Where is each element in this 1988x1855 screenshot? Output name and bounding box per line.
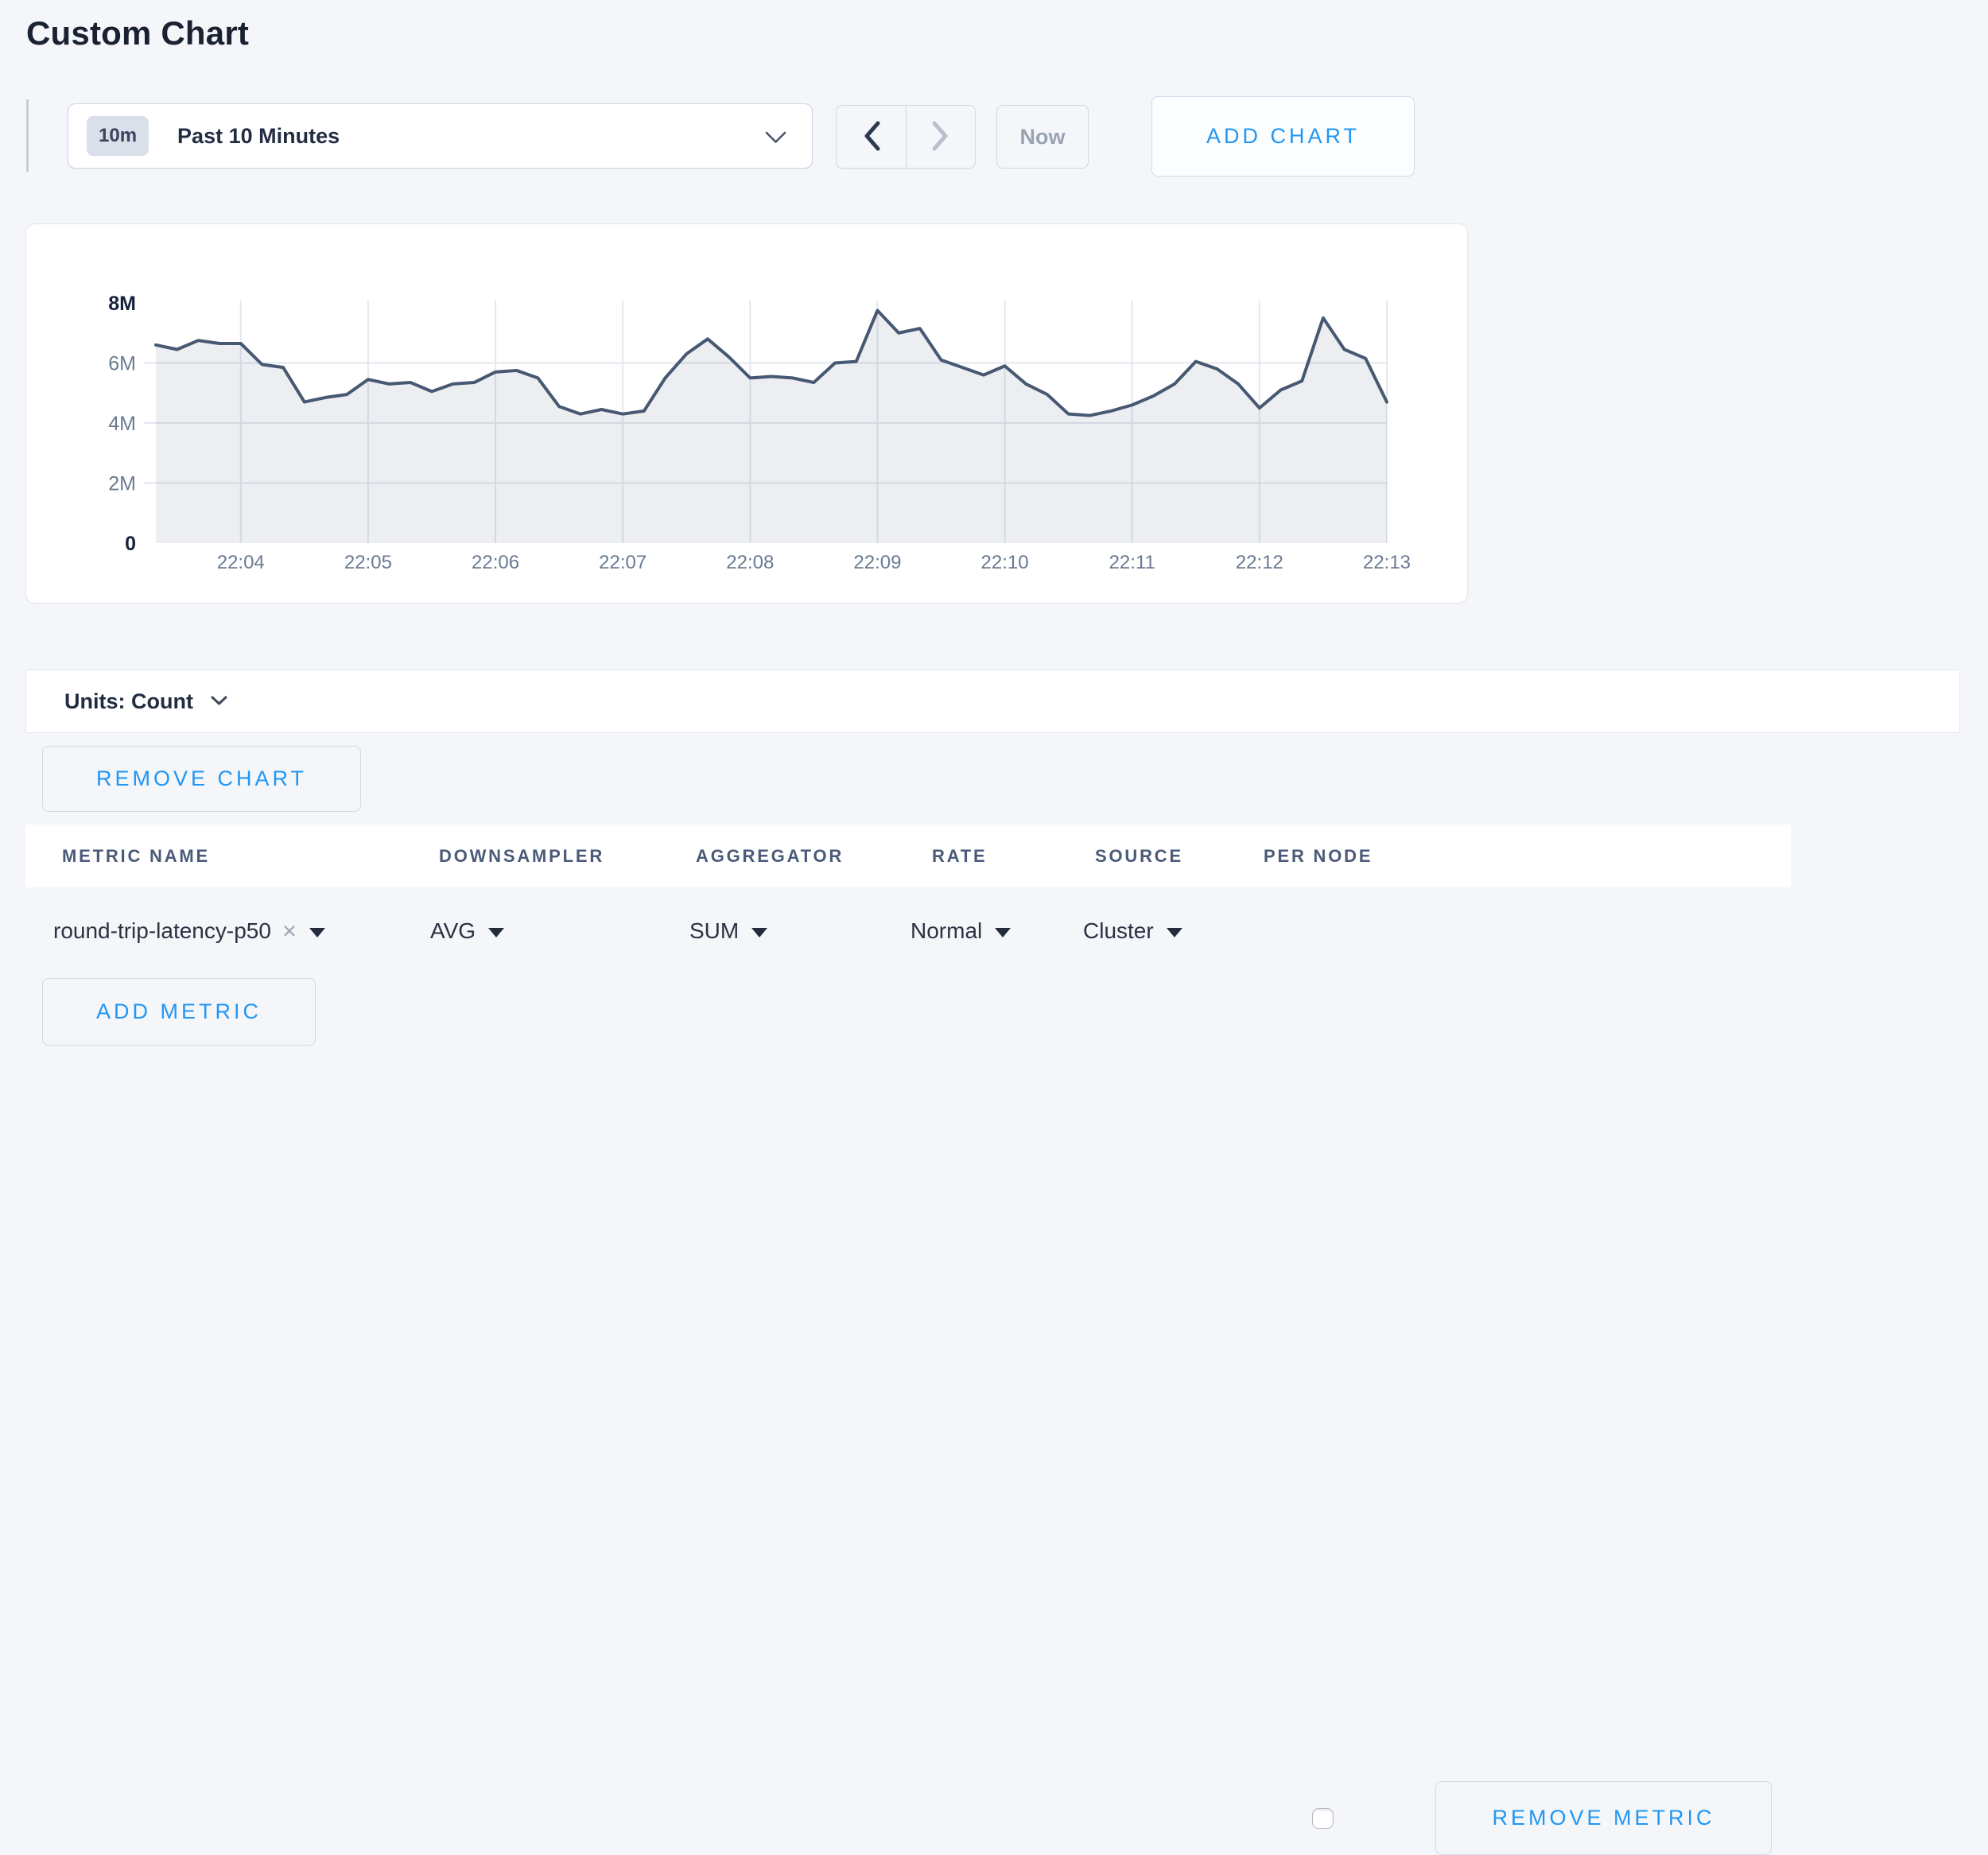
- source-dropdown[interactable]: Cluster: [1083, 918, 1182, 944]
- svg-text:22:11: 22:11: [1109, 552, 1155, 573]
- caret-down-icon: [1166, 928, 1182, 937]
- add-chart-button[interactable]: ADD CHART: [1151, 96, 1415, 177]
- downsampler-value: AVG: [430, 918, 476, 943]
- next-time-button[interactable]: [906, 106, 975, 168]
- svg-text:0: 0: [125, 533, 136, 555]
- rate-dropdown[interactable]: Normal: [911, 918, 1011, 944]
- rate-value: Normal: [911, 918, 983, 943]
- svg-text:22:04: 22:04: [217, 552, 265, 573]
- column-header-source: SOURCE: [1095, 845, 1183, 866]
- downsampler-dropdown[interactable]: AVG: [430, 918, 505, 944]
- aggregator-dropdown[interactable]: SUM: [689, 918, 768, 944]
- metrics-table-header: METRIC NAME DOWNSAMPLER AGGREGATOR RATE …: [25, 825, 1791, 887]
- chevron-down-icon: [765, 131, 786, 149]
- table-row: round-trip-latency-p50 × AVG SUM Normal …: [0, 887, 1988, 1855]
- chevron-right-icon: [930, 120, 951, 154]
- column-header-rate: RATE: [932, 845, 988, 866]
- svg-text:2M: 2M: [108, 473, 136, 495]
- chevron-down-icon: [211, 696, 227, 710]
- column-header-aggregator: AGGREGATOR: [696, 845, 845, 866]
- time-range-picker[interactable]: 10m Past 10 Minutes: [68, 103, 813, 169]
- time-range-badge: 10m: [87, 116, 149, 156]
- time-pager: [836, 105, 976, 169]
- svg-text:22:13: 22:13: [1363, 552, 1411, 573]
- time-series-chart[interactable]: 0 2M 4M 6M 8M 22:04 22:05 22:06 22:07 22:08 22:09 2…: [26, 224, 1469, 604]
- chart-card: 0 2M 4M 6M 8M 22:04 22:05 22:06 22:07 22:08 22:09 2…: [25, 223, 1468, 603]
- prev-time-button[interactable]: [837, 106, 906, 168]
- source-value: Cluster: [1083, 918, 1154, 943]
- units-dropdown[interactable]: Units: Count: [25, 669, 1960, 733]
- svg-text:6M: 6M: [108, 353, 136, 375]
- page-title: Custom Chart: [26, 14, 250, 52]
- svg-text:22:08: 22:08: [726, 552, 774, 573]
- caret-down-icon: [751, 928, 768, 937]
- now-button[interactable]: Now: [996, 105, 1089, 169]
- remove-chart-button[interactable]: REMOVE CHART: [42, 746, 361, 812]
- toolbar-left-rule: [26, 99, 29, 172]
- svg-text:22:09: 22:09: [853, 552, 901, 573]
- time-range-label: Past 10 Minutes: [177, 123, 340, 148]
- caret-down-icon: [309, 928, 326, 937]
- metric-name-dropdown[interactable]: round-trip-latency-p50 ×: [53, 917, 326, 945]
- aggregator-value: SUM: [689, 918, 740, 943]
- per-node-checkbox[interactable]: [1312, 1808, 1334, 1829]
- caret-down-icon: [488, 928, 505, 937]
- svg-text:8M: 8M: [108, 293, 136, 315]
- remove-metric-button[interactable]: REMOVE METRIC: [1435, 1781, 1772, 1855]
- column-header-metric-name: METRIC NAME: [62, 845, 211, 866]
- svg-text:22:07: 22:07: [599, 552, 646, 573]
- column-header-per-node: PER NODE: [1264, 845, 1373, 866]
- svg-text:4M: 4M: [108, 413, 136, 435]
- svg-text:22:05: 22:05: [344, 552, 392, 573]
- units-label: Units: Count: [64, 689, 193, 713]
- svg-text:22:12: 22:12: [1236, 552, 1283, 573]
- close-icon[interactable]: ×: [282, 917, 297, 945]
- svg-text:22:10: 22:10: [981, 552, 1029, 573]
- metric-name-value: round-trip-latency-p50: [53, 918, 271, 943]
- chevron-left-icon: [861, 120, 882, 154]
- add-metric-button[interactable]: ADD METRIC: [42, 978, 316, 1046]
- caret-down-icon: [995, 928, 1011, 937]
- svg-text:22:06: 22:06: [472, 552, 519, 573]
- column-header-downsampler: DOWNSAMPLER: [439, 845, 605, 866]
